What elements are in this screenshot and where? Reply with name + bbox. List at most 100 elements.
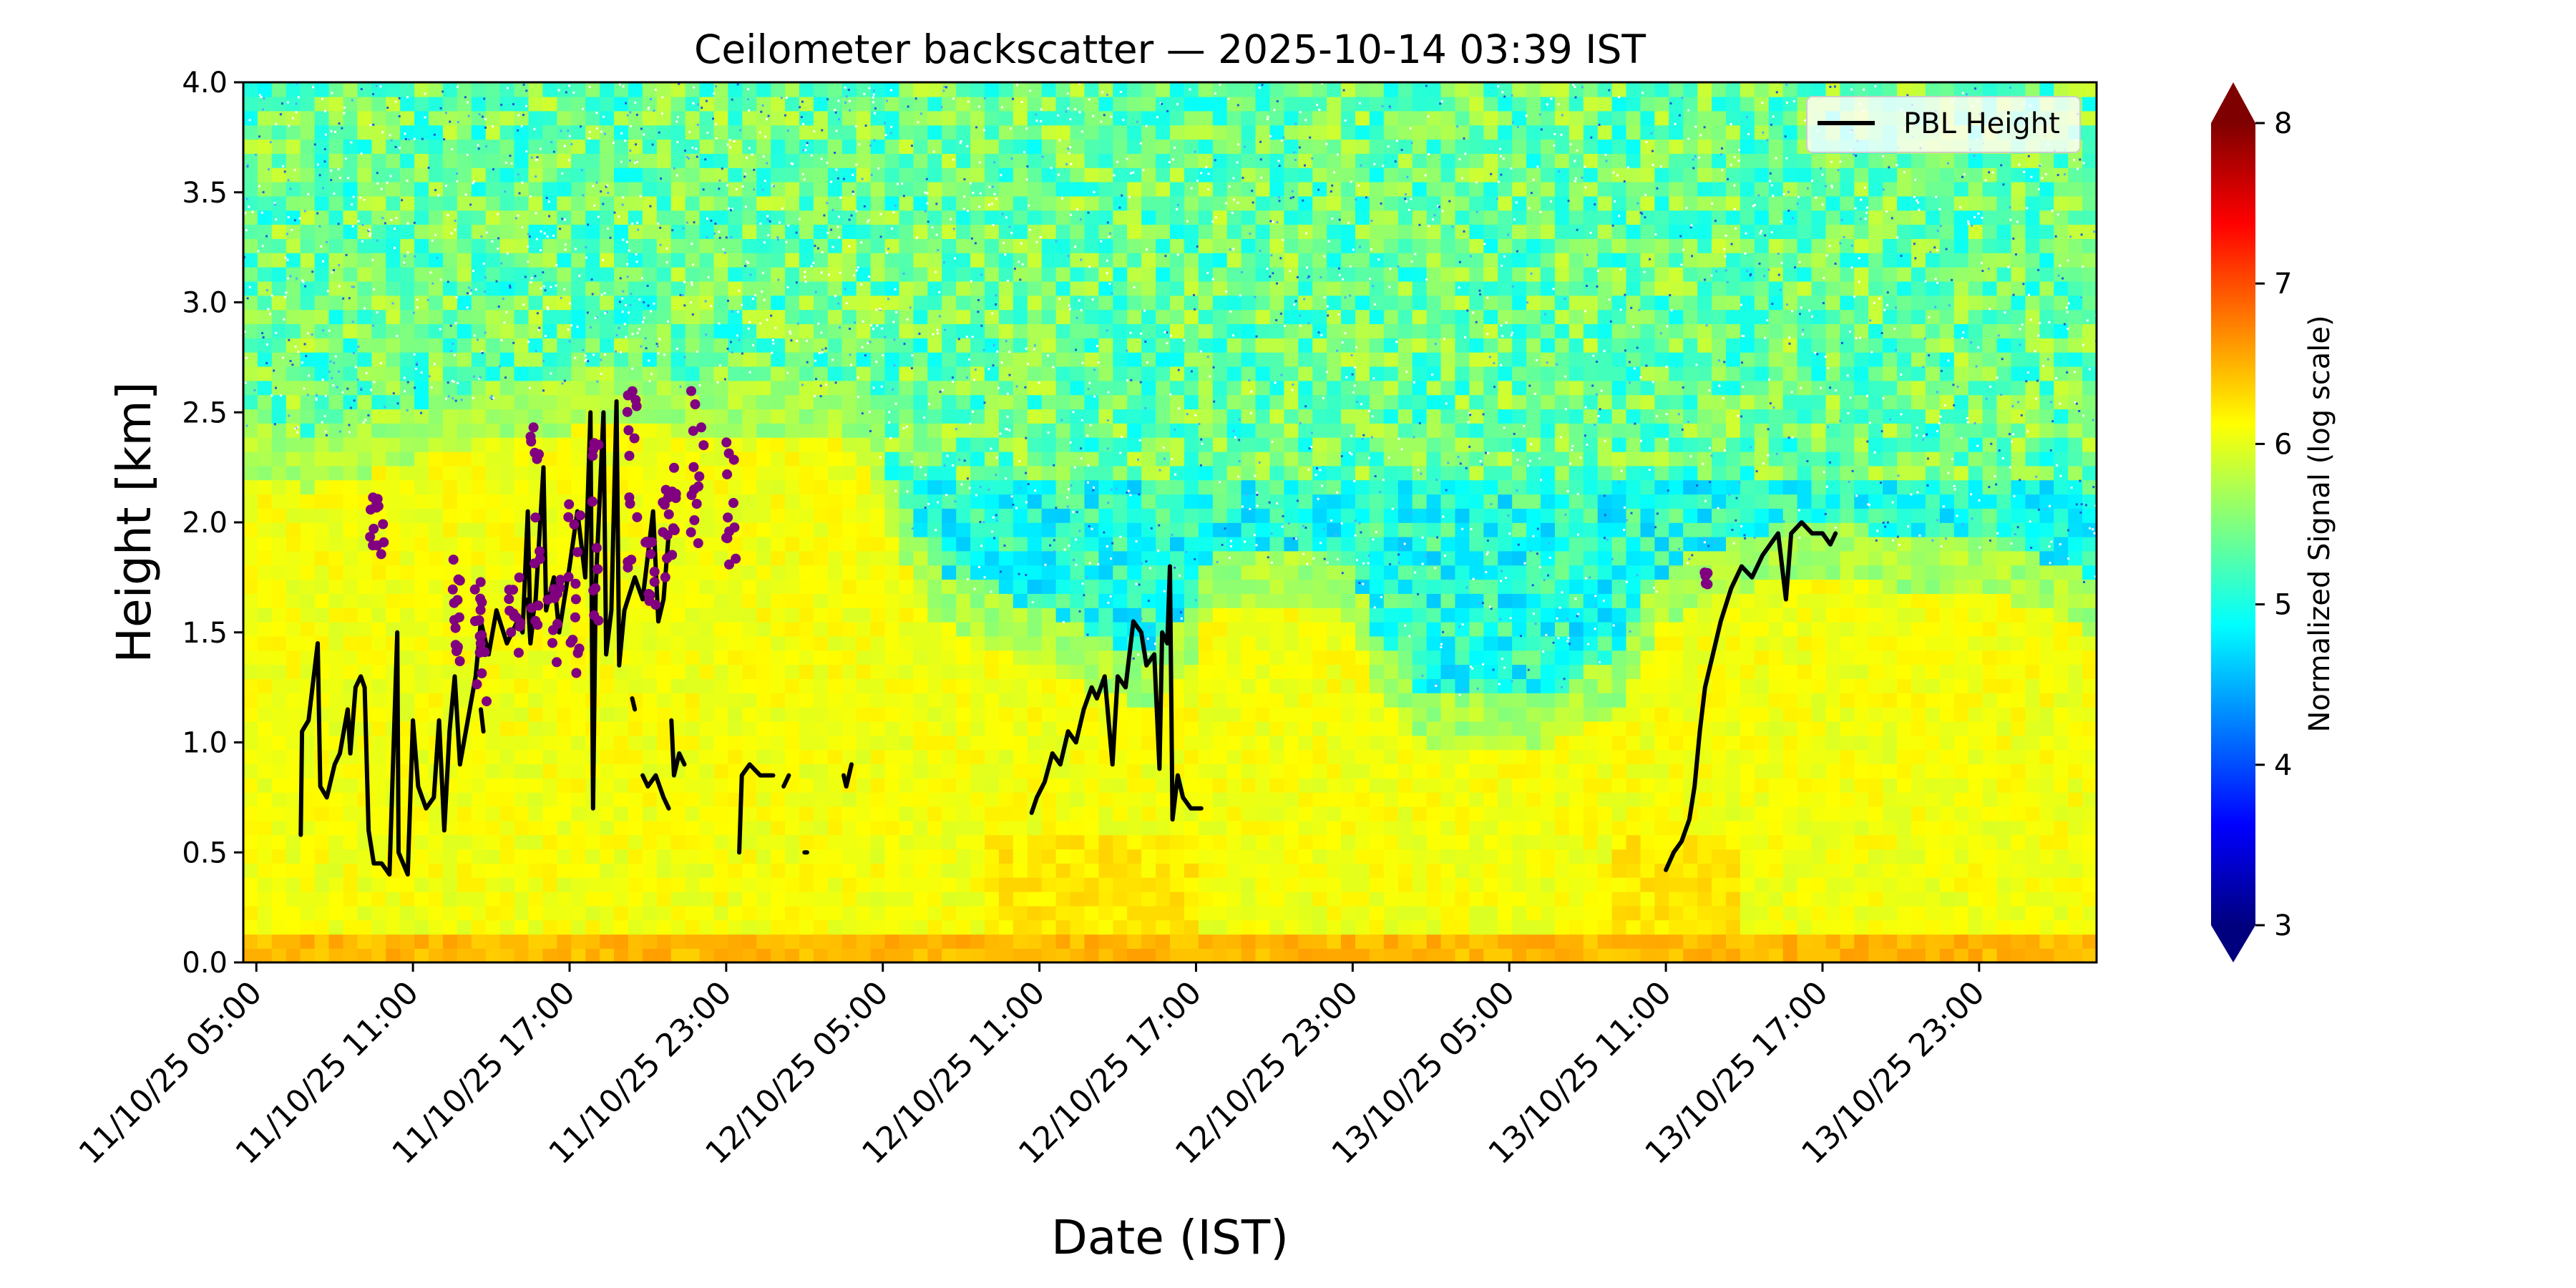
heatmap-cell (499, 338, 515, 353)
heatmap-cell (799, 266, 814, 282)
heatmap-cell (785, 394, 800, 410)
heatmap-cell (656, 280, 672, 296)
heatmap-cell (970, 820, 985, 836)
heatmap-cell (728, 167, 743, 182)
heatmap-cell (1241, 635, 1257, 651)
heatmap-cell (1341, 338, 1356, 353)
heatmap-cell (870, 210, 886, 225)
heatmap-cell (1298, 735, 1313, 751)
heatmap-cell (970, 608, 985, 623)
heatmap-cell (1041, 380, 1057, 396)
heatmap-cell (1084, 579, 1100, 594)
heatmap-cell (884, 536, 900, 552)
heatmap-cell (913, 309, 929, 324)
heatmap-cell (628, 791, 643, 807)
heatmap-cell (471, 778, 487, 793)
heatmap-cell (1241, 948, 1257, 962)
heatmap-cell (970, 550, 985, 566)
heatmap-cell (1084, 167, 1100, 182)
heatmap-cell (771, 423, 786, 438)
heatmap-cell (1241, 721, 1257, 736)
heatmap-cell (1070, 635, 1085, 651)
heatmap-cell (1269, 409, 1285, 424)
heatmap-cell (1212, 721, 1228, 736)
heatmap-cell (1127, 110, 1142, 126)
heatmap-cell (1070, 380, 1085, 396)
heatmap-cell (429, 820, 444, 836)
heatmap-cell (728, 749, 743, 764)
heatmap-cell (685, 309, 701, 324)
heatmap-cell (585, 280, 600, 296)
heatmap-cell (1269, 181, 1285, 197)
heatmap-cell (1284, 863, 1299, 878)
heatmap-cell (913, 253, 929, 268)
heatmap-cell (870, 664, 886, 679)
heatmap-cell (1156, 423, 1171, 438)
heatmap-cell (300, 465, 316, 481)
heatmap-cell (1383, 948, 1399, 962)
heatmap-cell (571, 863, 586, 878)
heatmap-cell (371, 423, 386, 438)
heatmap-cell (756, 437, 771, 452)
heatmap-cell (328, 550, 344, 566)
heatmap-cell (257, 693, 273, 708)
heatmap-cell (371, 877, 386, 892)
heatmap-cell (956, 593, 971, 608)
heatmap-cell (713, 635, 729, 651)
heatmap-cell (1141, 139, 1156, 154)
heatmap-cell (1298, 494, 1313, 509)
heatmap-cell (442, 181, 458, 197)
heatmap-cell (271, 323, 287, 338)
heatmap-cell (1141, 763, 1156, 779)
heatmap-cell (913, 479, 929, 495)
heatmap-cell (1156, 181, 1171, 197)
heatmap-cell (1041, 550, 1057, 566)
heatmap-cell (585, 82, 600, 97)
heatmap-cell (998, 849, 1014, 864)
heatmap-cell (499, 763, 515, 779)
heatmap-cell (1141, 125, 1156, 140)
heatmap-cell (300, 295, 316, 311)
heatmap-cell (785, 721, 800, 736)
heatmap-cell (785, 550, 800, 566)
heatmap-cell (841, 280, 857, 296)
heatmap-cell (1241, 664, 1257, 679)
heatmap-cell (685, 650, 701, 665)
heatmap-cell (457, 465, 472, 481)
heatmap-cell (699, 366, 715, 381)
heatmap-cell (1369, 721, 1385, 736)
heatmap-cell (899, 550, 914, 566)
heatmap-cell (1298, 820, 1313, 836)
heatmap-cell (1055, 693, 1071, 708)
heatmap-cell (956, 224, 971, 239)
heatmap-cell (1312, 608, 1327, 623)
heatmap-cell (557, 167, 572, 182)
heatmap-cell (1355, 934, 1370, 949)
heatmap-cell (699, 820, 715, 836)
heatmap-cell (813, 749, 829, 764)
heatmap-cell (942, 905, 957, 921)
heatmap-cell (1269, 167, 1285, 182)
heatmap-cell (942, 224, 957, 239)
heatmap-cell (1127, 351, 1142, 367)
heatmap-cell (813, 650, 829, 665)
heatmap-cell (742, 877, 757, 892)
heatmap-cell (243, 181, 258, 197)
heatmap-cell (884, 820, 900, 836)
heatmap-cell (499, 253, 515, 268)
heatmap-cell (357, 778, 373, 793)
heatmap-cell (442, 153, 458, 168)
heatmap-cell (1027, 635, 1043, 651)
heatmap-cell (998, 82, 1014, 97)
heatmap-cell (571, 238, 586, 253)
heatmap-cell (243, 280, 258, 296)
heatmap-cell (628, 167, 643, 182)
heatmap-cell (300, 650, 316, 665)
heatmap-cell (1269, 280, 1285, 296)
heatmap-cell (286, 125, 301, 140)
heatmap-cell (528, 139, 544, 154)
heatmap-cell (1369, 295, 1385, 311)
heatmap-cell (728, 366, 743, 381)
heatmap-cell (271, 877, 287, 892)
heatmap-cell (827, 380, 843, 396)
